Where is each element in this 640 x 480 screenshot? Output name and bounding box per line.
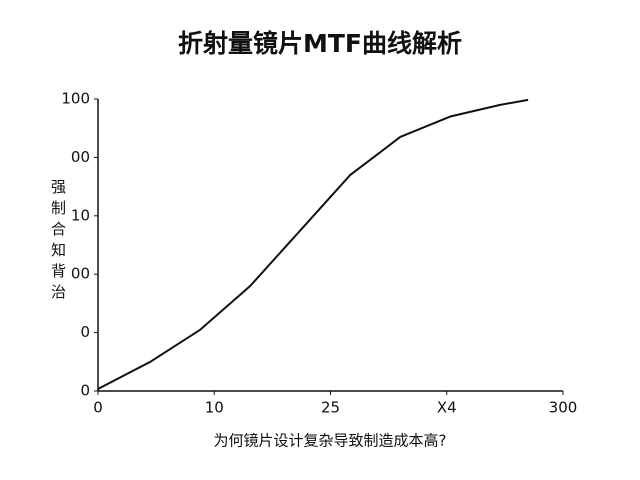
x-tick-label: X4: [437, 399, 457, 417]
y-axis-label: 强制合知背治: [49, 179, 67, 305]
y-tick-label: 00: [71, 265, 90, 283]
y-tick-label: 100: [61, 90, 90, 108]
y-tick-label: 00: [71, 148, 90, 166]
x-tick-label: 0: [93, 399, 103, 417]
chart-title: 折射量镜片MTF曲线解析: [178, 29, 462, 58]
y-tick-label: 0: [80, 382, 90, 400]
y-tick-label: 0: [80, 323, 90, 341]
x-axis-label: 为何镜片设计复杂导致制造成本高?: [214, 432, 447, 450]
y-tick-label: 10: [71, 206, 90, 224]
line-series: [97, 98, 529, 390]
x-tick-label: 25: [321, 399, 340, 417]
x-tick-label: 300: [549, 399, 578, 417]
x-tick-label: 10: [205, 399, 224, 417]
